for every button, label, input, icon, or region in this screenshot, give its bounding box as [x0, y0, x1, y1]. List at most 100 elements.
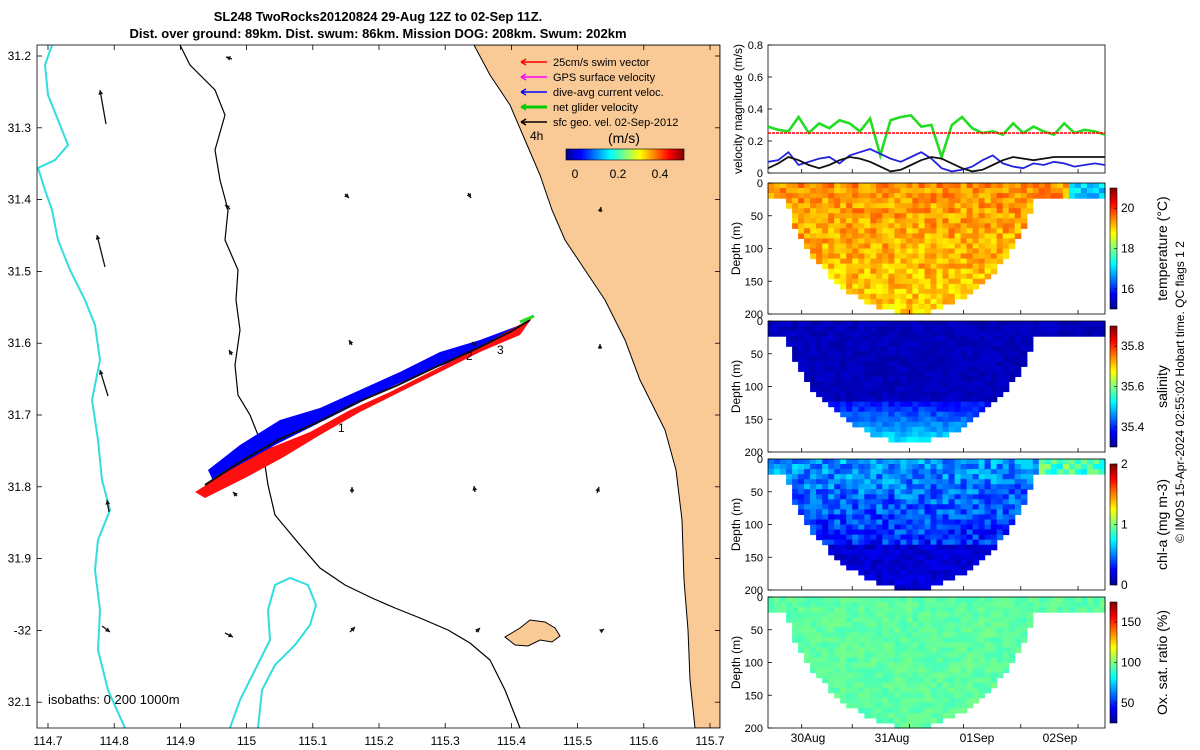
section-cell [852, 331, 859, 337]
section-cell [852, 258, 859, 265]
section-cell [990, 213, 998, 219]
section-cell [858, 366, 865, 372]
section-cell [912, 579, 919, 586]
section-cell [852, 514, 859, 520]
section-cell [870, 602, 877, 608]
section-cell [834, 524, 841, 531]
section-cell [912, 585, 919, 591]
section-cell [804, 484, 811, 490]
section-cell [984, 514, 992, 520]
section-cell [864, 657, 871, 664]
section-cell [948, 504, 956, 510]
section-cell [804, 642, 811, 648]
section-cell [858, 193, 865, 199]
section-cell [990, 597, 998, 603]
section-cell [846, 366, 853, 372]
section-cell [780, 464, 787, 470]
section-cell [816, 662, 823, 669]
section-cell [864, 356, 871, 362]
section-cell [840, 366, 847, 372]
section-cell [804, 602, 811, 608]
section-cell [1032, 188, 1040, 194]
section-cell [804, 243, 811, 250]
section-cell [858, 657, 865, 664]
section-cell [810, 602, 817, 608]
section-cell [858, 662, 865, 669]
section-cell [828, 273, 835, 280]
section-cell [846, 677, 853, 684]
section-cell [978, 223, 986, 229]
section-cell [906, 278, 913, 285]
section-cell [798, 223, 805, 229]
section-cell [852, 336, 859, 342]
section-cell [918, 469, 925, 475]
section-cell [1068, 597, 1076, 603]
section-cell [894, 712, 901, 719]
section-cell [1056, 602, 1064, 608]
section-cell [966, 672, 974, 679]
section-cell [930, 617, 938, 623]
section-cell [888, 218, 895, 224]
section-cell [786, 597, 793, 603]
section-cell [822, 459, 829, 465]
section-cell [942, 489, 950, 495]
section-cell [882, 464, 889, 470]
section-cell [846, 336, 853, 342]
section-cell [972, 391, 980, 398]
section-cell [1002, 336, 1010, 342]
section-cell [900, 632, 907, 638]
section-cell [936, 554, 944, 561]
section-cell [984, 499, 992, 505]
section-cell [786, 464, 793, 470]
section-cell [966, 223, 974, 229]
section-cell [990, 223, 998, 229]
section-cell [918, 273, 925, 280]
section-cell [978, 464, 986, 470]
section-cell [1014, 632, 1022, 638]
section-cell [966, 331, 974, 337]
section-cell [966, 519, 974, 526]
section-cell [846, 657, 853, 664]
section-cell [936, 386, 944, 393]
surface-velocity-arrow [228, 349, 234, 356]
section-cell [840, 326, 847, 332]
section-cell [822, 637, 829, 643]
section-cell [990, 544, 998, 551]
section-cell [810, 183, 817, 189]
section-cell [828, 607, 835, 613]
section-cell [996, 326, 1004, 332]
section-cell [936, 188, 944, 194]
section-cell [810, 213, 817, 219]
section-cell [876, 238, 883, 244]
section-cell [840, 331, 847, 337]
section-cell [798, 336, 805, 342]
section-cell [954, 602, 962, 608]
section-cell [876, 544, 883, 551]
section-cell [834, 657, 841, 664]
section-cell [966, 288, 974, 295]
section-cell [936, 559, 944, 566]
section-cell [828, 474, 835, 480]
section-cell [888, 288, 895, 295]
section-cell [1044, 183, 1052, 189]
section-cell [912, 499, 919, 505]
section-cell [864, 293, 871, 300]
section-cell [804, 198, 811, 204]
section-cell [1002, 228, 1010, 234]
section-cell [942, 519, 950, 526]
section-cell [936, 243, 944, 250]
section-cell [918, 436, 925, 443]
section-cell [954, 632, 962, 638]
section-cell [918, 248, 925, 255]
section-cell [978, 258, 986, 265]
section-cell [798, 183, 805, 189]
section-cell [894, 579, 901, 586]
section-cell [948, 687, 956, 694]
section-cell [930, 421, 938, 428]
section-cell [1014, 356, 1022, 362]
section-cell [960, 632, 968, 638]
section-cell [852, 464, 859, 470]
section-cell [846, 612, 853, 618]
section-cell [954, 707, 962, 714]
section-cell [900, 188, 907, 194]
